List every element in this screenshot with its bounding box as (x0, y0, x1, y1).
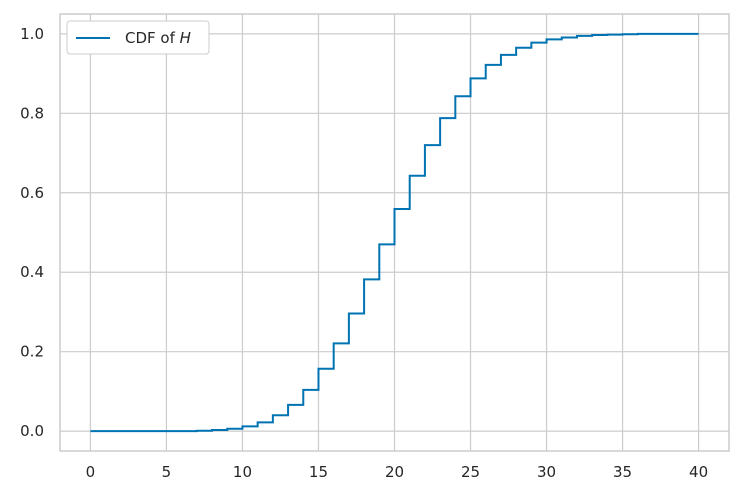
y-tick-label: 1.0 (20, 25, 44, 43)
legend-label-cdf-h: CDF of H (125, 29, 191, 47)
x-tick-label: 5 (162, 463, 172, 481)
cdf-step-line (90, 32, 699, 433)
legend-box (66, 20, 210, 55)
x-tick-label: 30 (537, 463, 556, 481)
x-tick-label: 40 (689, 463, 708, 481)
x-tick-label: 35 (613, 463, 632, 481)
y-tick-label: 0.0 (20, 422, 44, 440)
y-tick-label: 0.8 (20, 104, 44, 122)
legend: CDF of H (66, 20, 210, 55)
x-tick-label: 10 (233, 463, 252, 481)
y-axis: 0.0 0.2 0.4 0.6 0.8 1.0 (20, 25, 44, 440)
x-tick-label: 15 (309, 463, 328, 481)
grid-lines (60, 14, 729, 451)
legend-label-prefix: CDF of (125, 29, 180, 47)
legend-label-variable: H (180, 29, 191, 47)
series-layer (90, 32, 699, 433)
x-tick-label: 25 (461, 463, 480, 481)
axes-frame (59, 13, 730, 452)
y-tick-label: 0.4 (20, 263, 44, 281)
x-axis: 0 5 10 15 20 25 30 35 40 (86, 463, 709, 481)
x-tick-label: 20 (385, 463, 404, 481)
y-tick-label: 0.6 (20, 184, 44, 202)
x-tick-label: 0 (86, 463, 96, 481)
axes-border (59, 13, 730, 452)
y-tick-label: 0.2 (20, 343, 44, 361)
